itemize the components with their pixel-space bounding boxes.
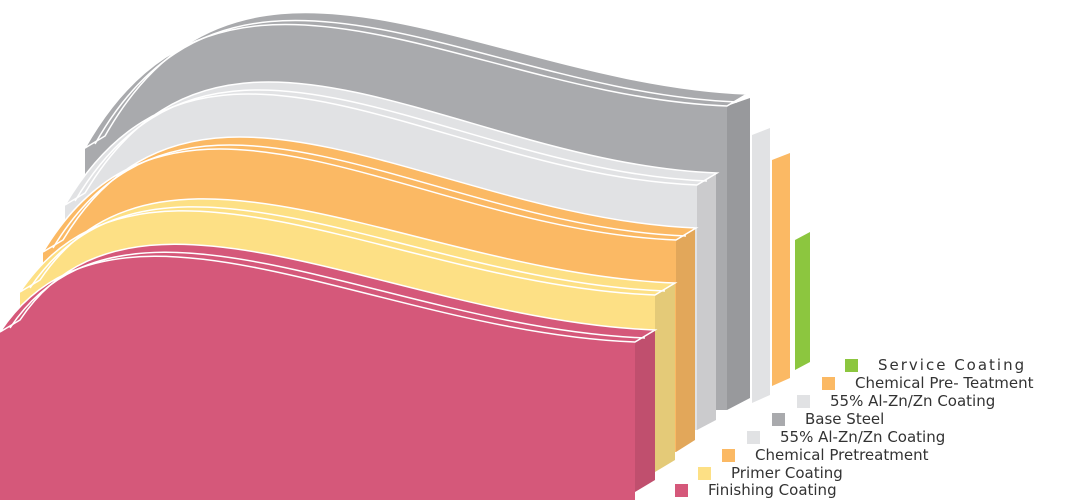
legend-swatch <box>772 412 785 426</box>
layer-service <box>795 232 810 370</box>
legend-swatch <box>722 448 735 462</box>
layer-side-face <box>697 173 716 430</box>
layer-side-face <box>676 228 695 452</box>
legend-swatch <box>747 430 760 444</box>
legend-label: Finishing Coating <box>708 481 837 499</box>
legend-label: Chemical Pretreatment <box>755 446 929 464</box>
layer-side-face <box>772 153 790 386</box>
legend-label: Primer Coating <box>731 464 843 482</box>
legend-swatch <box>845 358 858 372</box>
legend-item-pretreat_back: Chemical Pre- Teatment <box>822 374 1034 392</box>
layer-side-face <box>655 283 675 472</box>
layer-top-surface <box>64 81 720 206</box>
legend-swatch <box>675 483 688 497</box>
legend-label: Service Coating <box>878 356 1027 374</box>
layer-side-face <box>635 330 655 492</box>
legend-label: 55% Al-Zn/Zn Coating <box>830 392 996 410</box>
legend-label: Chemical Pre- Teatment <box>855 374 1034 392</box>
layer-side-face <box>752 128 770 403</box>
layer-pretreat_back <box>772 153 790 386</box>
layer-highlight-line <box>29 206 666 292</box>
legend-item-alzn_front: 55% Al-Zn/Zn Coating <box>747 428 945 446</box>
legend-swatch <box>698 466 711 480</box>
layer-highlight-line <box>74 89 708 202</box>
legend-item-finish: Finishing Coating <box>675 481 837 499</box>
layer-top-surface <box>42 136 699 253</box>
layer-top-surface <box>82 11 750 151</box>
legend-item-steel: Base Steel <box>772 410 884 428</box>
layer-alzn_back <box>752 128 770 403</box>
layer-front-face <box>0 256 635 500</box>
layer-side-face <box>795 232 810 370</box>
legend-swatch <box>822 376 835 390</box>
legend-label: 55% Al-Zn/Zn Coating <box>780 428 946 446</box>
legend-item-pretreat_front: Chemical Pretreatment <box>722 446 928 464</box>
layer-top-surface <box>19 198 678 296</box>
legend-item-alzn_back: 55% Al-Zn/Zn Coating <box>797 392 995 410</box>
legend-swatch <box>797 394 810 408</box>
legend-item-service: Service Coating <box>845 356 1026 374</box>
legend-label: Base Steel <box>805 410 885 428</box>
layer-highlight-line <box>94 19 738 145</box>
layer-highlight-line <box>52 144 687 249</box>
legend-item-primer: Primer Coating <box>698 464 843 482</box>
layer-side-face <box>727 98 750 410</box>
layer-highlight-line <box>9 251 646 339</box>
layer-finish <box>0 243 658 500</box>
